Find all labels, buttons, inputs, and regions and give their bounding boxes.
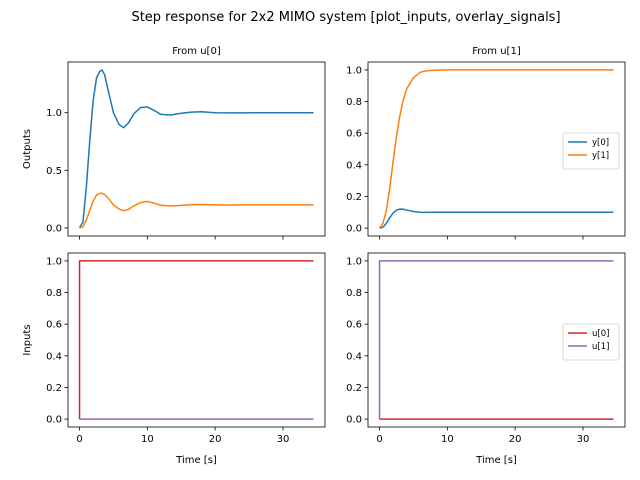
y-tick-label: 0.5 [46,166,62,177]
y-axis-label: Outputs [22,129,33,169]
y-tick-label: 1.0 [346,256,362,267]
y-tick-label: 0.8 [46,288,62,299]
y-tick-label: 0.8 [346,97,362,108]
axes-frame [67,252,326,428]
y-tick-label: 0.2 [346,192,362,203]
y-tick-label: 1.0 [46,108,62,119]
y-tick-label: 0.2 [46,383,62,394]
x-tick-label: 20 [209,434,222,445]
series-line-y1 [79,192,314,229]
series-line-u1 [378,260,614,420]
legend-label: y[0] [592,138,609,148]
legend: y[0] y[1] [562,132,620,170]
axes-frame [367,61,626,237]
subplot-top-right: 0.0 0.2 0.4 0.6 0.8 1.0 From u[1] y[0] y[1] [346,46,626,240]
y-tick-label: 0.0 [346,224,362,235]
y-tick-label: 0.0 [346,415,362,426]
legend-label: u[1] [592,342,609,352]
legend-box [562,132,620,170]
subplot-title: From u[0] [172,46,221,57]
y-tick-label: 0.4 [346,351,362,362]
x-axis-label: Time [s] [175,455,217,466]
series-line-y0 [78,69,314,229]
y-tick-label: 0.6 [346,320,362,331]
y-tick-label: 1.0 [346,65,362,76]
subplot-bottom-left: 0 10 20 30 0.0 0.2 0.4 0.6 0.8 1.0 Time [s] Inputs [22,252,326,466]
axes-frame [367,252,626,428]
y-tick-label: 0.0 [46,223,62,234]
y-tick-label: 0.4 [46,351,62,362]
y-tick-label: 1.0 [46,256,62,267]
legend-label: y[1] [592,151,609,161]
subplot-bottom-right: 0 10 20 30 0.0 0.2 0.4 0.6 0.8 1.0 Time [s] u[0] u[1… [346,252,626,466]
series-line-y1 [378,69,614,229]
y-axis-label: Inputs [22,324,33,355]
subplot-title: From u[1] [472,46,521,57]
x-tick-label: 10 [441,434,454,445]
y-tick-label: 0.4 [346,160,362,171]
y-tick-label: 0.2 [346,383,362,394]
series-line-y0 [379,208,614,229]
x-tick-label: 30 [277,434,290,445]
y-tick-label: 0.0 [46,415,62,426]
y-tick-label: 0.8 [346,288,362,299]
figure-title: Step response for 2x2 MIMO system [plot_… [131,10,560,25]
y-tick-label: 0.6 [46,320,62,331]
subplot-top-left: 0.0 0.5 1.0 From u[0] Outputs [22,46,326,240]
y-tick-label: 0.6 [346,129,362,140]
axes-frame [67,61,326,237]
x-tick-label: 0 [76,434,82,445]
legend: u[0] u[1] [562,323,620,361]
series-line-u0 [78,260,314,420]
axes-layer: 0.0 0.5 1.0 From u[0] Outputs 0.0 0.2 0.4 0.6 0.8… [22,46,626,466]
x-tick-label: 0 [376,434,382,445]
x-axis-label: Time [s] [475,455,517,466]
legend-box [562,323,620,361]
x-tick-label: 10 [141,434,154,445]
x-tick-label: 20 [509,434,522,445]
x-tick-label: 30 [577,434,590,445]
legend-label: u[0] [592,329,609,339]
